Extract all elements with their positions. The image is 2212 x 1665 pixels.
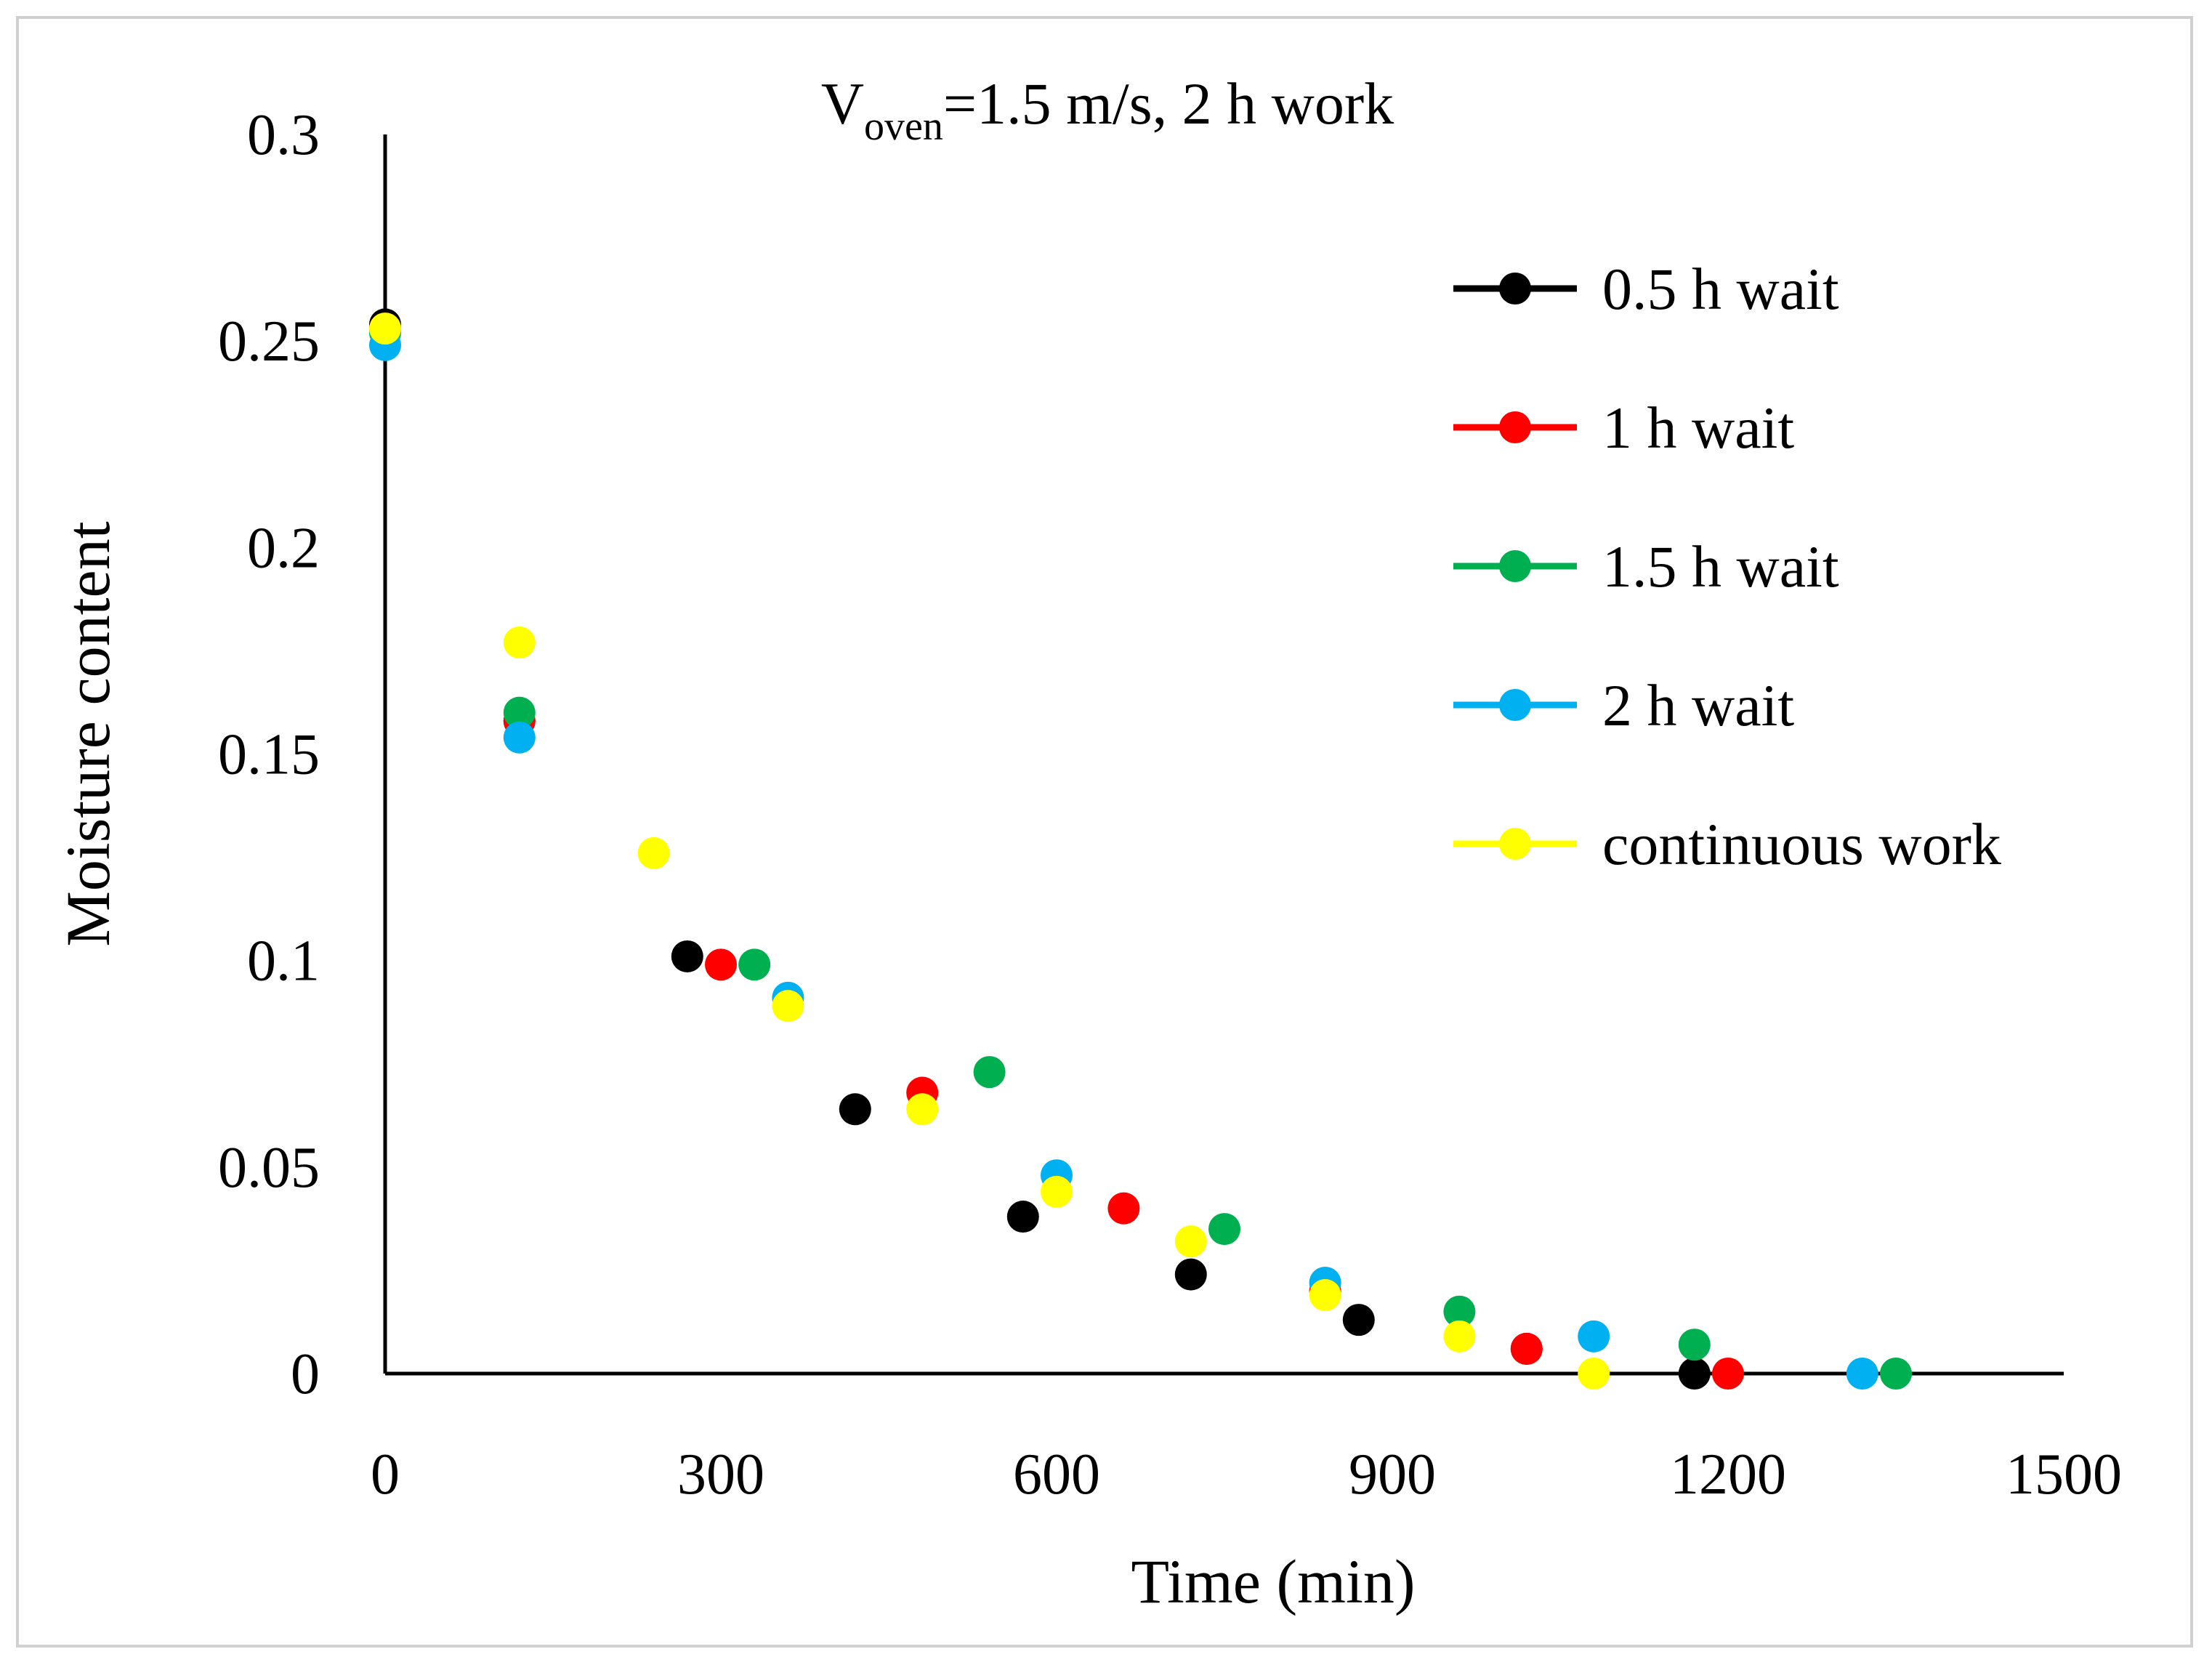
legend-item: 1 h wait — [1453, 395, 1794, 461]
chart-frame — [16, 16, 2193, 1648]
legend-label: 2 h wait — [1602, 672, 1794, 738]
data-point — [1846, 1358, 1878, 1390]
data-point — [1174, 1225, 1207, 1258]
legend-marker — [1499, 689, 1531, 721]
legend-marker — [1499, 828, 1531, 860]
y-tick-label: 0.2 — [247, 516, 320, 580]
data-point — [503, 626, 536, 659]
chart-title: Voven=1.5 m/s, 2 h work — [821, 70, 1394, 149]
data-point — [1208, 1213, 1240, 1246]
legend-marker — [1499, 273, 1531, 305]
data-point — [503, 721, 536, 754]
y-tick-label: 0 — [291, 1342, 320, 1406]
x-tick-label: 1200 — [1670, 1443, 1786, 1507]
data-point — [1510, 1332, 1543, 1365]
legend-label: continuous work — [1602, 811, 2001, 877]
legend-item: 0.5 h wait — [1453, 256, 1839, 322]
data-point — [705, 948, 737, 981]
series-1-h-wait — [369, 313, 1744, 1390]
chart-title-subscript: oven — [864, 104, 943, 149]
legend-item: continuous work — [1453, 811, 2001, 877]
data-point — [1880, 1358, 1912, 1390]
data-point — [1041, 1175, 1073, 1208]
data-point — [1107, 1192, 1140, 1225]
data-point — [1712, 1358, 1744, 1390]
data-point — [1006, 1201, 1039, 1233]
data-point — [738, 948, 771, 981]
data-point — [1174, 1258, 1207, 1291]
data-point — [1678, 1329, 1711, 1361]
data-point — [1578, 1320, 1610, 1352]
y-axis-ticks: 0 0.05 0.1 0.15 0.2 0.25 0.3 — [218, 103, 320, 1406]
legend-item: 2 h wait — [1453, 672, 1794, 738]
legend-marker — [1499, 550, 1531, 582]
data-point — [839, 1093, 871, 1126]
data-point — [1309, 1279, 1341, 1312]
data-point — [906, 1093, 939, 1126]
data-point — [671, 940, 703, 972]
x-tick-label: 600 — [1013, 1443, 1100, 1507]
legend-label: 1.5 h wait — [1602, 533, 1839, 600]
data-point — [973, 1056, 1006, 1089]
x-tick-label: 900 — [1349, 1443, 1436, 1507]
chart-title-suffix: =1.5 m/s, 2 h work — [943, 70, 1394, 137]
legend: 0.5 h wait 1 h wait 1.5 h wait 2 h wait cont… — [1453, 256, 2001, 877]
y-tick-label: 0.3 — [247, 103, 320, 167]
data-point — [1342, 1304, 1375, 1337]
chart-title-prefix: V — [821, 70, 864, 137]
data-points — [369, 308, 1912, 1390]
y-tick-label: 0.15 — [218, 723, 320, 787]
data-point — [772, 990, 804, 1023]
y-tick-label: 0.05 — [218, 1136, 320, 1200]
data-point — [1678, 1358, 1711, 1390]
y-axis-title: Moisture content — [53, 521, 123, 946]
data-point — [503, 696, 536, 729]
x-tick-label: 300 — [677, 1443, 764, 1507]
series-1-5-h-wait — [369, 316, 1912, 1390]
x-tick-label: 0 — [371, 1443, 400, 1507]
legend-label: 1 h wait — [1602, 395, 1794, 461]
data-point — [369, 313, 401, 345]
data-point — [1443, 1295, 1476, 1328]
y-tick-label: 0.1 — [247, 930, 320, 993]
data-point — [637, 836, 670, 869]
legend-label: 0.5 h wait — [1602, 256, 1839, 322]
data-point — [1443, 1320, 1476, 1352]
x-axis-ticks: 0 300 600 900 1200 1500 — [371, 1443, 2122, 1507]
series-continuous-work — [369, 313, 1610, 1390]
data-point — [1578, 1358, 1610, 1390]
x-tick-label: 1500 — [2006, 1443, 2122, 1507]
legend-item: 1.5 h wait — [1453, 533, 1839, 600]
legend-marker — [1499, 411, 1531, 443]
y-tick-label: 0.25 — [218, 310, 320, 374]
x-axis-title: Time (min) — [1131, 1547, 1415, 1616]
